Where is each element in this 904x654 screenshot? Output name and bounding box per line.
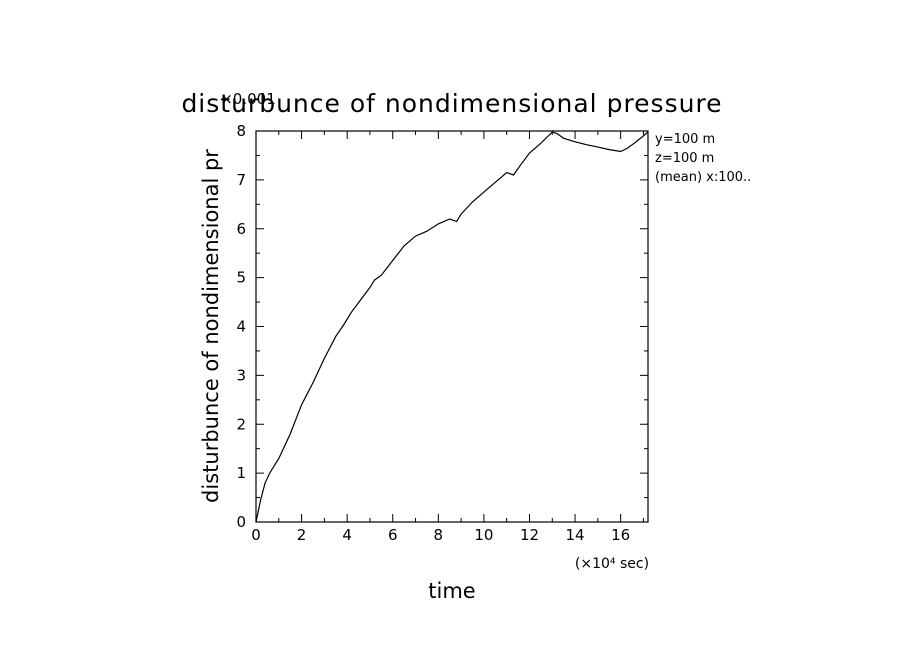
y-tick-label: 6 xyxy=(236,220,246,238)
x-axis-unit: (×10⁴ sec) xyxy=(575,556,649,572)
y-tick-label: 1 xyxy=(236,464,246,482)
chart-title: disturbunce of nondimensional pressure xyxy=(181,89,722,118)
x-tick-label: 12 xyxy=(520,526,539,544)
data-series-line xyxy=(255,131,649,523)
x-tick-label: 10 xyxy=(474,526,493,544)
y-tick-label: 2 xyxy=(236,415,246,433)
y-tick-label: 0 xyxy=(236,513,246,531)
x-axis-label: time xyxy=(428,579,475,603)
annotation-mean: (mean) x:100.. xyxy=(655,170,751,185)
y-tick-label: 8 xyxy=(236,122,246,140)
x-tick-label: 4 xyxy=(342,526,352,544)
x-tick-label: 14 xyxy=(566,526,585,544)
y-axis-label: disturbunce of nondimensional pr xyxy=(199,149,223,503)
y-tick-label: 5 xyxy=(236,269,246,287)
annotation-y: y=100 m xyxy=(655,132,715,147)
x-axis-ticks: 0 2 4 6 8 10 12 14 16 xyxy=(251,131,644,544)
x-tick-label: 8 xyxy=(434,526,444,544)
annotation-z: z=100 m xyxy=(655,151,714,166)
x-tick-label: 16 xyxy=(611,526,630,544)
y-tick-label: 4 xyxy=(236,318,246,336)
y-multiplier-label: ×0.001 xyxy=(220,90,276,108)
y-tick-label: 7 xyxy=(236,171,246,189)
x-tick-label: 0 xyxy=(251,526,261,544)
x-tick-label: 6 xyxy=(388,526,398,544)
y-tick-label: 3 xyxy=(236,366,246,384)
y-axis-ticks: 0 1 2 3 4 5 6 7 8 xyxy=(236,122,648,531)
x-tick-label: 2 xyxy=(297,526,307,544)
plot-frame xyxy=(255,130,649,523)
